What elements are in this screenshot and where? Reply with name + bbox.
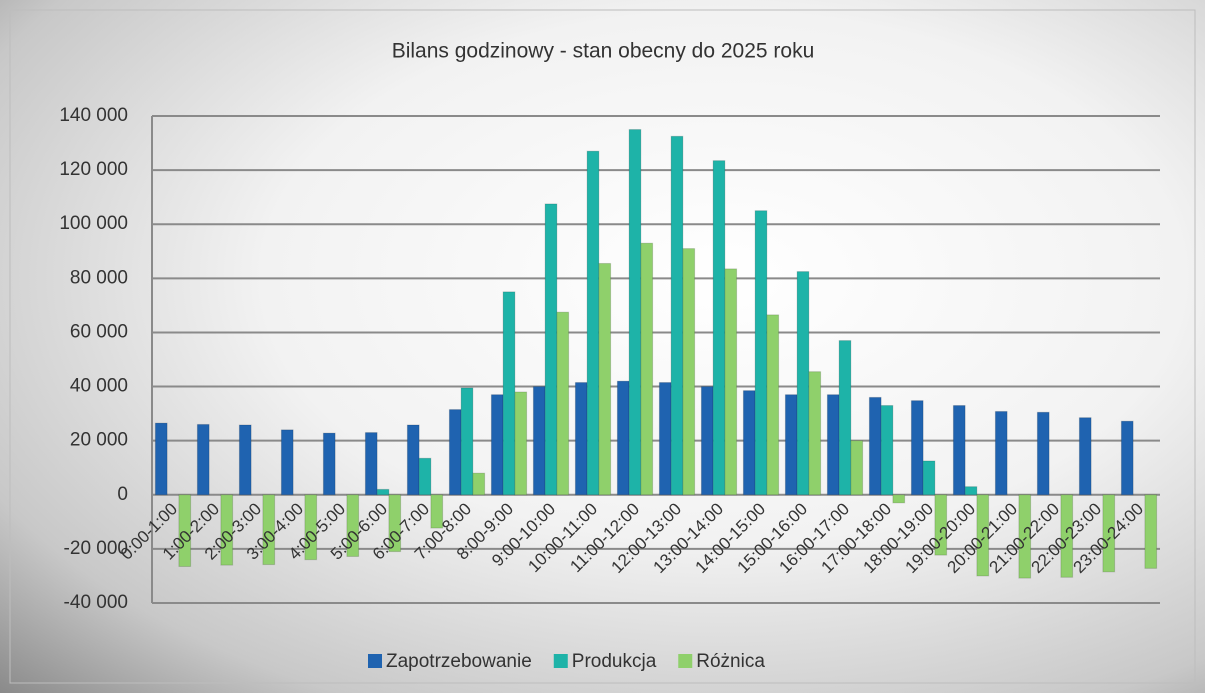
bar bbox=[388, 494, 402, 553]
bar bbox=[784, 394, 798, 496]
bar bbox=[364, 432, 378, 496]
legend-label: Zapotrzebowanie bbox=[386, 651, 532, 672]
bar bbox=[742, 390, 756, 496]
bar bbox=[418, 457, 432, 496]
bar bbox=[724, 268, 738, 496]
y-tick-label: 140 000 bbox=[59, 105, 128, 126]
bar bbox=[934, 494, 948, 556]
legend-swatch bbox=[368, 654, 382, 668]
y-tick-label: 40 000 bbox=[70, 376, 128, 397]
bar bbox=[796, 271, 810, 496]
bar bbox=[1120, 420, 1134, 496]
legend-label: Produkcja bbox=[572, 651, 657, 672]
bar bbox=[586, 150, 600, 496]
bar bbox=[280, 429, 294, 496]
bar bbox=[514, 391, 528, 496]
bar bbox=[1060, 494, 1074, 578]
y-tick-label: 80 000 bbox=[70, 267, 128, 288]
bar bbox=[304, 494, 318, 561]
y-tick-label: 100 000 bbox=[59, 213, 128, 234]
bar bbox=[472, 472, 486, 496]
bar bbox=[976, 494, 990, 577]
bar bbox=[964, 486, 978, 496]
bar bbox=[598, 262, 612, 496]
bar bbox=[850, 440, 864, 496]
y-tick-label: 20 000 bbox=[70, 430, 128, 451]
chart-title: Bilans godzinowy - stan obecny do 2025 r… bbox=[392, 40, 815, 63]
bar bbox=[178, 494, 192, 567]
y-tick-label: -40 000 bbox=[64, 592, 128, 613]
bar bbox=[544, 203, 558, 496]
bar bbox=[406, 424, 420, 496]
bar bbox=[1102, 494, 1116, 573]
bar bbox=[826, 394, 840, 496]
bar bbox=[490, 394, 504, 496]
bar bbox=[460, 387, 474, 496]
bar bbox=[1078, 417, 1092, 496]
bar bbox=[532, 386, 546, 496]
bar bbox=[1144, 494, 1158, 569]
y-tick-label: -20 000 bbox=[64, 538, 128, 559]
bar bbox=[322, 432, 336, 496]
bar bbox=[1018, 494, 1032, 579]
bar bbox=[238, 424, 252, 496]
bar bbox=[994, 410, 1008, 496]
bar bbox=[574, 381, 588, 496]
bar bbox=[616, 380, 630, 496]
bar bbox=[196, 423, 210, 496]
bar bbox=[346, 494, 360, 557]
bar bbox=[712, 160, 726, 496]
legend-swatch bbox=[678, 654, 693, 668]
legend-label: Różnica bbox=[696, 651, 765, 672]
bar bbox=[754, 210, 768, 496]
bar bbox=[640, 242, 654, 496]
bar bbox=[448, 409, 462, 496]
bar bbox=[808, 371, 822, 496]
y-tick-label: 120 000 bbox=[59, 159, 128, 180]
bar bbox=[1036, 411, 1050, 496]
bar bbox=[952, 404, 966, 496]
bar bbox=[922, 460, 936, 496]
bar bbox=[682, 248, 696, 496]
bar bbox=[766, 314, 780, 496]
bar bbox=[658, 381, 672, 496]
y-tick-label: 60 000 bbox=[70, 321, 128, 342]
bar bbox=[892, 494, 906, 504]
bar bbox=[154, 422, 168, 496]
bar bbox=[502, 291, 516, 496]
bar bbox=[838, 340, 852, 496]
bar bbox=[670, 135, 684, 496]
bar bbox=[376, 488, 390, 496]
y-tick-label: 0 bbox=[117, 484, 128, 505]
bar bbox=[700, 386, 714, 496]
legend-swatch bbox=[553, 654, 568, 668]
bar bbox=[868, 396, 882, 496]
chart-frame bbox=[9, 9, 1196, 684]
bar bbox=[910, 400, 924, 496]
bar bbox=[628, 129, 642, 496]
bar bbox=[880, 404, 894, 496]
bar bbox=[220, 494, 234, 566]
bar bbox=[262, 494, 276, 566]
bar bbox=[430, 494, 444, 529]
bar bbox=[556, 311, 570, 496]
